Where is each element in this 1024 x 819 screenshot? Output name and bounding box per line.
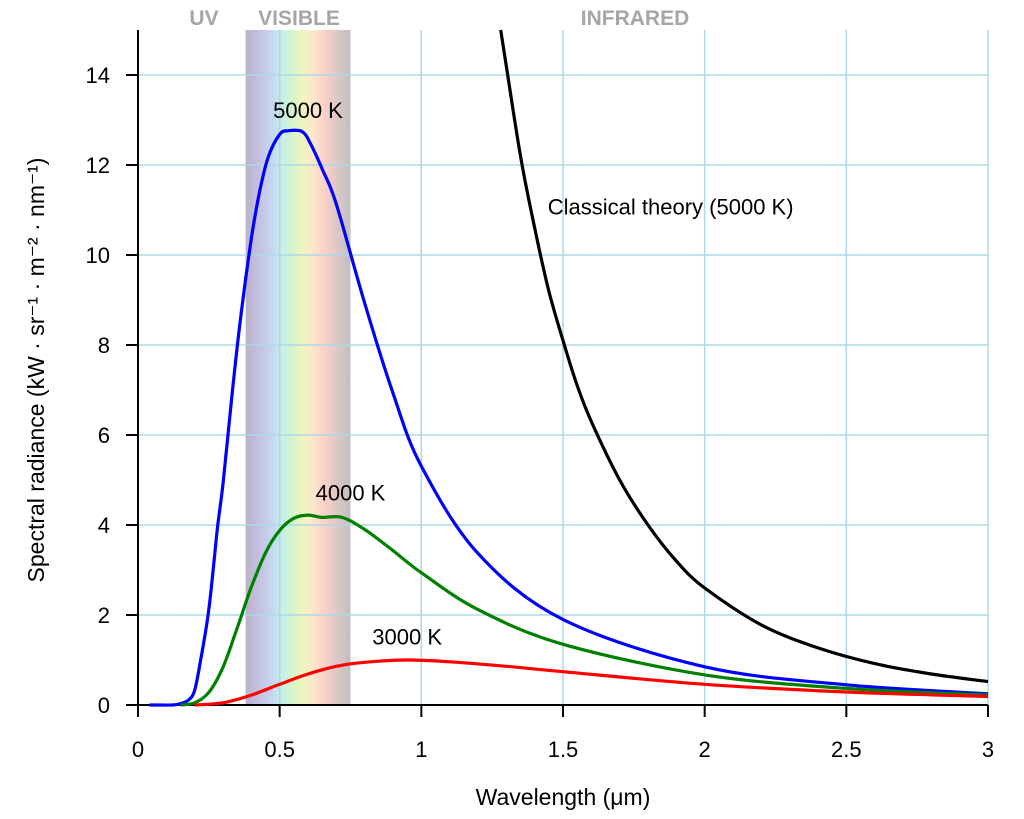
x-tick-label: 1.5 xyxy=(548,737,579,762)
series-line-5000-k xyxy=(149,128,989,707)
y-tick-label: 4 xyxy=(98,513,110,538)
x-tick-label: 1 xyxy=(415,737,427,762)
series-line-3000-k xyxy=(194,658,989,707)
x-tick-label: 2 xyxy=(699,737,711,762)
x-axis-title: Wavelength (μm) xyxy=(476,784,651,810)
y-tick-label: 12 xyxy=(86,153,110,178)
y-tick-label: 0 xyxy=(98,693,110,718)
x-tick-label: 0.5 xyxy=(264,737,295,762)
y-tick-label: 14 xyxy=(86,63,110,88)
label-3000-k: 3000 K xyxy=(372,624,442,649)
x-tick-label: 3 xyxy=(982,737,994,762)
visible-spectrum-band xyxy=(245,30,351,705)
y-tick-label: 6 xyxy=(98,423,110,448)
label-4000-k: 4000 K xyxy=(316,480,386,505)
series-line-4000-k xyxy=(180,513,989,707)
region-label-visible: VISIBLE xyxy=(258,7,340,30)
y-tick-label: 10 xyxy=(86,243,110,268)
label-5000-k: 5000 K xyxy=(273,98,343,123)
y-tick-label: 2 xyxy=(98,603,110,628)
region-label-uv: UV xyxy=(189,7,218,30)
y-axis-title: Spectral radiance (kW · sr⁻¹ · m⁻² · nm⁻… xyxy=(23,158,49,583)
y-tick-label: 8 xyxy=(98,333,110,358)
label-classical-theory-5000-k: Classical theory (5000 K) xyxy=(548,195,794,220)
x-tick-label: 0 xyxy=(132,737,144,762)
series-line-classical-theory-5000-k xyxy=(499,29,989,684)
x-tick-label: 2.5 xyxy=(831,737,862,762)
region-label-infrared: INFRARED xyxy=(581,7,690,30)
